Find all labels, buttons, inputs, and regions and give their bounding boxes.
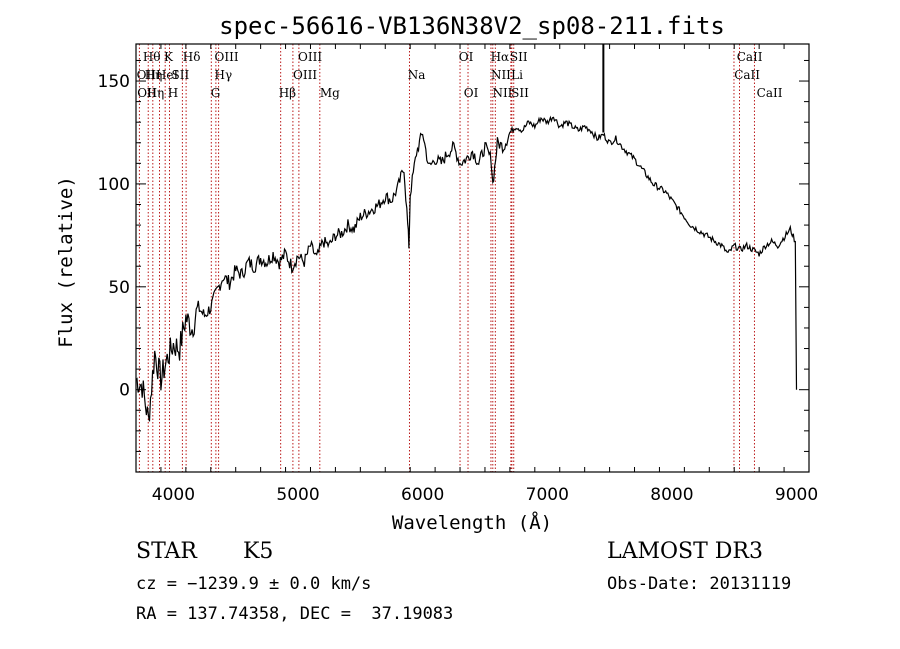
line-label-2-3: G xyxy=(211,86,221,100)
line-label-2-1: Hη xyxy=(147,86,165,100)
chart-title: spec-56616-VB136N38V2_sp08-211.fits xyxy=(219,12,725,40)
line-label-1-4: Hγ xyxy=(215,68,233,82)
line-label-0-6: Hα xyxy=(491,50,510,64)
line-label-1-6: Na xyxy=(408,68,426,82)
line-label-2-5: Mg xyxy=(320,86,340,100)
y-tick-label-0: 0 xyxy=(119,381,130,401)
observation-date: Obs-Date: 20131119 xyxy=(607,574,792,594)
line-label-0-3: OIII xyxy=(215,50,239,64)
line-label-1-9: CaII xyxy=(734,68,760,82)
line-label-0-5: OI xyxy=(459,50,474,64)
line-label-0-7: SII xyxy=(510,50,528,64)
line-label-2-2: H xyxy=(168,86,178,100)
line-label-2-4: Hβ xyxy=(279,86,296,100)
coordinates: RA = 137.74358, DEC = 37.19083 xyxy=(136,604,454,624)
redshift-cz: cz = −1239.9 ± 0.0 km/s xyxy=(136,574,372,594)
x-axis-label: Wavelength (Å) xyxy=(392,511,552,534)
y-axis-label: Flux (relative) xyxy=(55,176,77,348)
line-label-2-7: NII xyxy=(492,86,512,100)
x-tick-label-4000: 4000 xyxy=(152,485,195,505)
line-label-0-8: CaII xyxy=(737,50,763,64)
y-tick-label-50: 50 xyxy=(108,278,130,298)
flux-series-line xyxy=(135,115,798,422)
x-tick-label-8000: 8000 xyxy=(650,485,693,505)
y-tick-label-100: 100 xyxy=(98,175,130,195)
line-label-1-3: SII xyxy=(172,68,190,82)
line-label-2-0: OII xyxy=(137,86,157,100)
x-tick-label-9000: 9000 xyxy=(775,485,818,505)
x-tick-label-7000: 7000 xyxy=(526,485,569,505)
survey-name: LAMOST DR3 xyxy=(607,539,763,564)
line-label-2-6: OI xyxy=(464,86,479,100)
line-label-1-0: OII xyxy=(137,68,157,82)
line-label-1-1: Hη xyxy=(145,68,163,82)
spectral-line-markers xyxy=(138,44,755,472)
x-tick-label-6000: 6000 xyxy=(401,485,444,505)
y-tick-label-150: 150 xyxy=(98,72,130,92)
line-label-0-1: K xyxy=(164,50,174,64)
x-axis: 4000 5000 6000 7000 8000 9000 xyxy=(135,44,818,505)
line-label-2-8: SII xyxy=(511,86,529,100)
line-label-1-8: Li xyxy=(511,68,523,82)
object-subclass: K5 xyxy=(243,539,274,564)
object-type: STAR xyxy=(136,539,197,564)
line-label-1-5: OIII xyxy=(293,68,317,82)
line-label-0-4: OIII xyxy=(298,50,322,64)
line-label-1-2: HeI xyxy=(156,68,179,82)
line-label-1-7: NII xyxy=(491,68,511,82)
y-axis: 0 50 100 150 xyxy=(98,59,809,473)
x-tick-label-5000: 5000 xyxy=(276,485,319,505)
plot-frame xyxy=(135,43,810,473)
line-label-0-2: Hδ xyxy=(183,50,201,64)
line-label-0-0: Hθ xyxy=(143,50,161,64)
line-label-2-9: CaII xyxy=(757,86,783,100)
